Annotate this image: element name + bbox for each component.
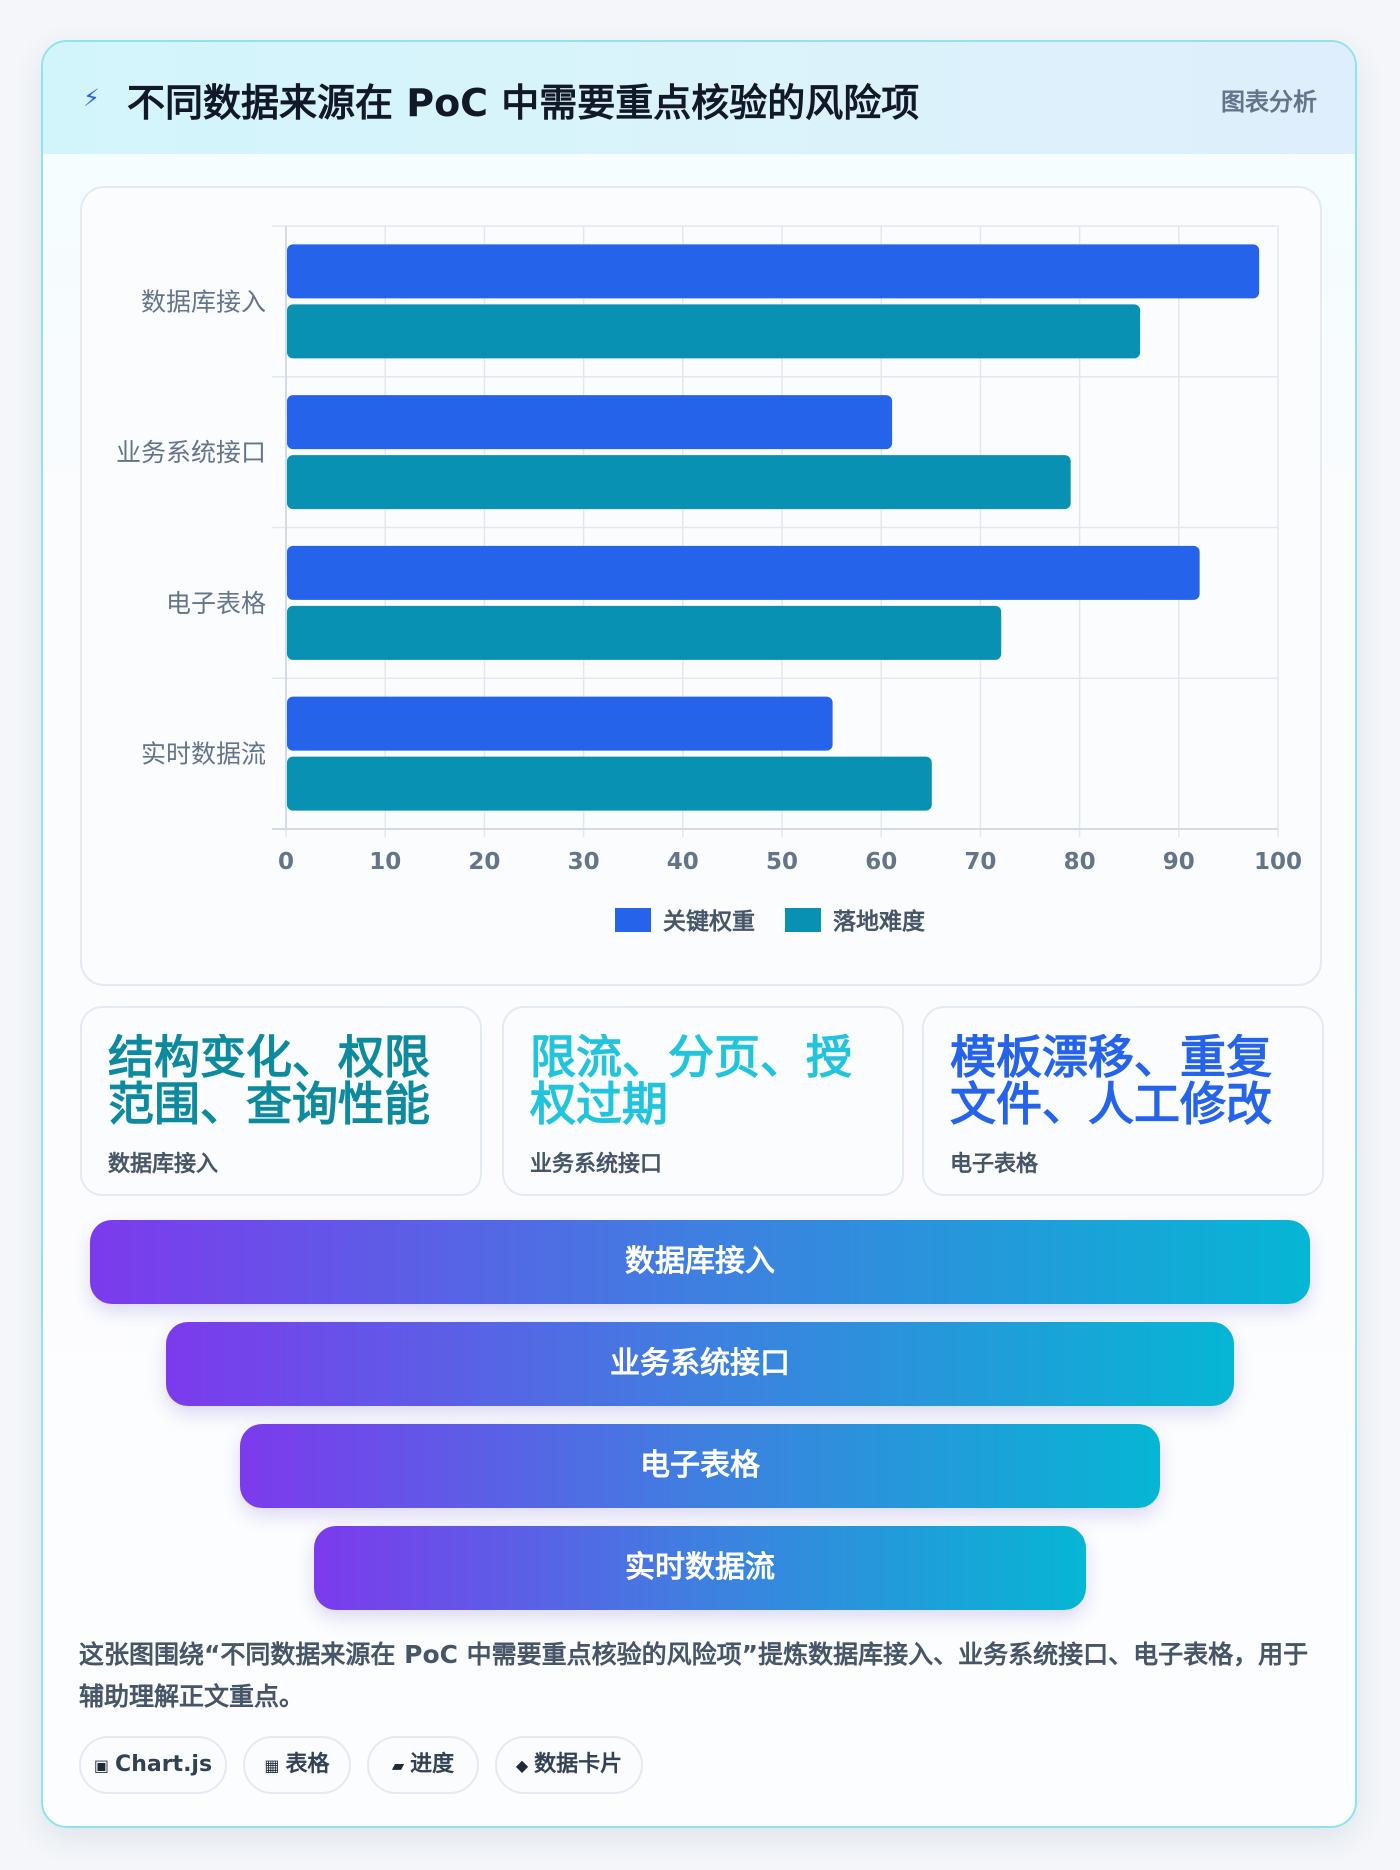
y-tick-label: 实时数据流 bbox=[141, 740, 266, 769]
x-tick-label: 100 bbox=[1254, 849, 1302, 875]
diamond-icon: ◆ bbox=[515, 1756, 529, 1775]
x-tick-label: 0 bbox=[278, 849, 294, 875]
bar bbox=[287, 304, 1141, 359]
stat-value: 结构变化、权限范围、查询性能 bbox=[108, 1034, 430, 1128]
chart-icon: ▣ bbox=[93, 1756, 110, 1775]
summary-text: 这张图围绕“不同数据来源在 PoC 中需要重点核验的风险项”提炼数据库接入、业务… bbox=[79, 1640, 1309, 1711]
y-tick-label: 电子表格 bbox=[166, 589, 266, 618]
stat-label: 业务系统接口 bbox=[530, 1152, 663, 1177]
legend-swatch bbox=[785, 908, 821, 932]
header-tag: 图表分析 bbox=[1221, 88, 1317, 116]
lightning-icon: ⚡ bbox=[83, 84, 100, 112]
x-tick-label: 20 bbox=[468, 849, 500, 875]
legend-label: 关键权重 bbox=[663, 908, 755, 935]
x-tick-label: 90 bbox=[1163, 849, 1195, 875]
x-tick-label: 40 bbox=[667, 849, 699, 875]
table-icon: ▦ bbox=[264, 1756, 280, 1775]
page-title: 不同数据来源在 PoC 中需要重点核验的风险项 bbox=[127, 81, 920, 125]
progress-icon: ▰ bbox=[391, 1756, 405, 1775]
bar bbox=[287, 455, 1071, 510]
legend-label: 落地难度 bbox=[833, 908, 926, 935]
stat-card-1: 结构变化、权限范围、查询性能 数据库接入 bbox=[80, 1006, 482, 1196]
tag-label: 进度 bbox=[410, 1752, 455, 1777]
bar bbox=[287, 605, 1002, 660]
tag-table[interactable]: ▦ 表格 bbox=[243, 1736, 351, 1794]
funnel-step-4: 实时数据流 bbox=[314, 1526, 1086, 1610]
funnel-step-2: 业务系统接口 bbox=[166, 1322, 1234, 1406]
chart-panel: 0 10 20 30 40 50 60 70 80 90 100 数据库接入业务系统接口电子表格实时数… bbox=[80, 186, 1322, 986]
x-tick-label: 70 bbox=[964, 849, 996, 875]
funnel-step-3: 电子表格 bbox=[240, 1424, 1160, 1508]
stat-value: 限流、分页、授权过期 bbox=[530, 1034, 852, 1128]
stat-value: 模板漂移、重复文件、人工修改 bbox=[950, 1034, 1272, 1128]
bar bbox=[287, 545, 1200, 600]
y-tick-label: 数据库接入 bbox=[141, 287, 266, 316]
legend-swatch bbox=[615, 908, 651, 932]
tag-progress[interactable]: ▰ 进度 bbox=[367, 1736, 479, 1794]
bar bbox=[287, 395, 893, 450]
tag-datacard[interactable]: ◆ 数据卡片 bbox=[495, 1736, 643, 1794]
chart-card: ⚡ 不同数据来源在 PoC 中需要重点核验的风险项 图表分析 0 10 20 30 40… bbox=[41, 40, 1357, 1828]
tag-label: 数据卡片 bbox=[534, 1752, 623, 1777]
bar bbox=[287, 696, 833, 751]
x-tick-label: 10 bbox=[369, 849, 401, 875]
x-tick-label: 50 bbox=[766, 849, 798, 875]
stat-card-3: 模板漂移、重复文件、人工修改 电子表格 bbox=[922, 1006, 1324, 1196]
x-tick-label: 30 bbox=[568, 849, 600, 875]
x-tick-label: 80 bbox=[1064, 849, 1096, 875]
bar bbox=[287, 244, 1260, 299]
tag-label: Chart.js bbox=[115, 1752, 213, 1777]
tag-chartjs[interactable]: ▣ Chart.js bbox=[79, 1736, 227, 1794]
y-tick-label: 业务系统接口 bbox=[116, 438, 266, 467]
funnel-step-1: 数据库接入 bbox=[90, 1220, 1310, 1304]
card-header: ⚡ 不同数据来源在 PoC 中需要重点核验的风险项 图表分析 bbox=[43, 42, 1355, 154]
bar bbox=[287, 756, 932, 811]
tag-label: 表格 bbox=[285, 1752, 330, 1777]
stat-label: 电子表格 bbox=[950, 1152, 1039, 1177]
bar-chart: 0 10 20 30 40 50 60 70 80 90 100 数据库接入业务系统接口电子表格实时数… bbox=[116, 225, 1302, 935]
stat-label: 数据库接入 bbox=[108, 1152, 219, 1177]
stat-card-2: 限流、分页、授权过期 业务系统接口 bbox=[502, 1006, 904, 1196]
x-tick-label: 60 bbox=[865, 849, 897, 875]
